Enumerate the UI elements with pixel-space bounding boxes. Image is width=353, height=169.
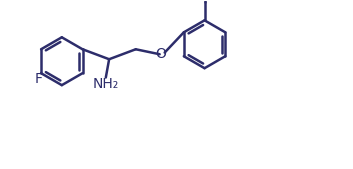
Text: F: F (35, 72, 42, 86)
Text: O: O (155, 47, 166, 61)
Text: NH₂: NH₂ (93, 77, 119, 91)
